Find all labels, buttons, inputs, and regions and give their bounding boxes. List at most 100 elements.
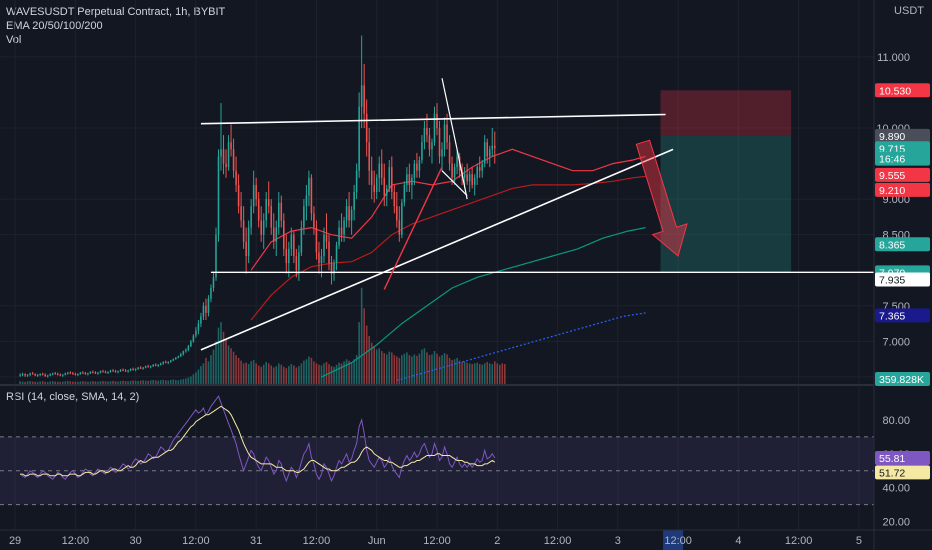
candle-body [230,142,232,150]
candle-body [315,227,318,253]
candle-body [157,364,160,366]
down-arrow[interactable] [635,139,688,257]
price-tag-bg [875,308,930,323]
candle-body [142,367,144,369]
trendline[interactable] [383,166,443,290]
trendline[interactable] [441,78,458,150]
candle-body [41,374,44,376]
candle-body [310,177,313,214]
time-tick-label: 3 [615,535,621,547]
candle-body [109,370,112,372]
candle-body [235,170,237,185]
candle-body [122,369,124,371]
volume-bar [325,362,328,384]
volume-bar [144,380,147,384]
time-highlight [663,530,684,550]
candle-body [56,374,59,376]
volume-bars [19,287,506,384]
volume-legend[interactable]: Vol [6,34,22,46]
volume-bar [401,355,403,384]
candle-body [353,192,355,210]
volume-bar [180,379,182,384]
volume-bar [375,349,378,384]
time-tick-label: 29 [9,535,21,547]
symbol-legend[interactable]: WAVESUSDT Perpetual Contract, 1h, BYBIT [6,6,226,18]
volume-bar [139,380,142,384]
candle-body [468,174,471,182]
trendline[interactable] [441,170,468,196]
ema-legend[interactable]: EMA 20/50/100/200 [6,20,103,32]
volume-bar [428,355,431,384]
ema-lines [250,148,646,381]
candle-body [320,256,323,264]
volume-bar [300,363,303,384]
candle-body [164,361,167,363]
time-tick-label: 12:00 [182,535,210,547]
volume-bar [104,381,107,384]
volume-bar [107,381,109,384]
volume-bar [220,322,222,384]
take-profit-zone[interactable] [660,135,792,273]
price-tag: 16:46 [879,154,905,166]
time-tick-label: 12:00 [664,535,692,547]
volume-bar [24,381,26,384]
time-tick-label: 12:00 [62,535,90,547]
candle-body [350,209,353,221]
price-tag-bg [875,83,930,98]
candle-body [423,128,426,143]
currency-label: USDT [894,5,924,17]
volume-bar [260,366,262,384]
stop-loss-zone[interactable] [660,90,792,136]
volume-bar [456,357,458,384]
volume-bar [142,380,144,384]
volume-bar [89,381,92,384]
candle-body [443,124,446,150]
volume-bar [310,357,313,384]
price-tag: 8.365 [879,239,905,251]
volume-bar [315,363,318,384]
volume-bar [127,381,129,384]
volume-bar [388,351,391,384]
candle-body [262,220,265,235]
volume-bar [87,381,89,384]
candle-body [378,163,381,178]
position-box [660,90,792,273]
volume-bar [252,359,255,384]
candle-body [220,149,222,157]
volume-bar [468,363,471,384]
trendline[interactable] [200,113,666,125]
volume-bar [438,356,441,384]
volume-bar [433,351,436,384]
candle-body [24,374,26,376]
volume-bar [340,363,343,384]
candle-body [401,202,403,235]
price-tags: 10.5309.8909.71516:469.5559.2108.3657.97… [875,83,930,480]
candle-body [265,199,267,221]
volume-bar [164,380,167,384]
candle-body [119,369,122,372]
trendline[interactable] [456,149,468,200]
rsi-tag: 51.72 [879,467,905,479]
rsi-tag: 55.81 [879,453,905,465]
volume-bar [49,381,52,384]
volume-bar [31,381,34,384]
candle-body [255,184,257,200]
trendline[interactable] [200,148,674,351]
candle-body [403,184,406,203]
candle-body [305,195,308,207]
candle-body [187,346,190,350]
candle-body [295,256,298,271]
volume-bar [59,381,62,384]
candle-body [318,252,320,264]
candle-body [335,245,338,264]
candle-body [159,363,162,365]
volume-bar [305,359,308,384]
candle-body [62,374,64,376]
candle-body [365,113,368,143]
volume-bar [373,346,375,384]
volume-bar [441,355,443,384]
volume-bar [451,359,453,384]
candle-body [124,370,127,372]
rsi-legend[interactable]: RSI (14, close, SMA, 14, 2) [6,391,140,403]
